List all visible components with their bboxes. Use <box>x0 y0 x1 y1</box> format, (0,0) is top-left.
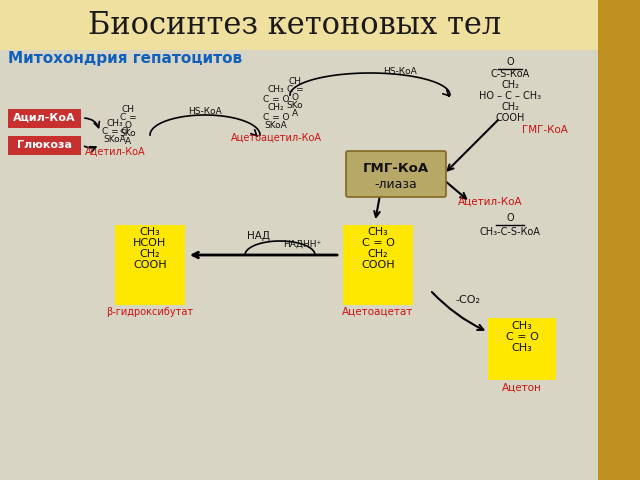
Text: CH₂: CH₂ <box>501 80 519 90</box>
Text: Ацетон: Ацетон <box>502 383 542 393</box>
Text: Ацетоацетат: Ацетоацетат <box>342 307 413 317</box>
Text: CH₃: CH₃ <box>140 227 161 237</box>
Text: ГМГ-КоА: ГМГ-КоА <box>363 163 429 176</box>
Text: C-S-КоА: C-S-КоА <box>490 69 530 79</box>
Text: НАДНН⁺: НАДНН⁺ <box>283 240 321 249</box>
Text: C = O: C = O <box>263 95 289 104</box>
Text: β-гидроксибутат: β-гидроксибутат <box>106 307 193 317</box>
Text: SKo: SKo <box>287 101 303 110</box>
Bar <box>343 225 413 305</box>
Text: Глюкоза: Глюкоза <box>17 140 72 150</box>
Text: COOH: COOH <box>495 113 525 123</box>
Text: HS-КоА: HS-КоА <box>383 68 417 76</box>
Text: CH₃-C-S-КоА: CH₃-C-S-КоА <box>479 227 540 237</box>
Text: C = O: C = O <box>362 238 394 248</box>
Bar <box>8 136 81 155</box>
FancyBboxPatch shape <box>346 151 446 197</box>
Text: CH₃: CH₃ <box>367 227 388 237</box>
Text: CH₂: CH₂ <box>268 104 284 112</box>
Bar <box>8 109 81 128</box>
Text: HO – C – CH₃: HO – C – CH₃ <box>479 91 541 101</box>
Text: SKoA: SKoA <box>104 135 126 144</box>
Text: Ацетил-КоА: Ацетил-КоА <box>84 147 145 157</box>
Text: Ацетоацетил-КоА: Ацетоацетил-КоА <box>230 133 321 143</box>
Text: CH: CH <box>122 106 134 115</box>
Bar <box>0 0 598 50</box>
Text: C = O: C = O <box>263 112 289 121</box>
Text: -CO₂: -CO₂ <box>456 295 481 305</box>
Text: C = O: C = O <box>506 332 538 342</box>
Text: CH₃: CH₃ <box>511 321 532 331</box>
Text: SKo: SKo <box>120 130 136 139</box>
Text: ГМГ-КоА: ГМГ-КоА <box>522 125 568 135</box>
Text: Биосинтез кетоновых тел: Биосинтез кетоновых тел <box>88 10 502 40</box>
Text: A: A <box>292 109 298 119</box>
Bar <box>115 225 185 305</box>
Text: O: O <box>506 57 514 67</box>
Bar <box>488 318 556 380</box>
Text: O: O <box>125 121 131 131</box>
Text: CH₃: CH₃ <box>268 85 284 95</box>
Text: Ацетил-КоА: Ацетил-КоА <box>458 197 522 207</box>
Text: Митохондрия гепатоцитов: Митохондрия гепатоцитов <box>8 50 242 65</box>
Bar <box>598 0 640 480</box>
Text: CH₂: CH₂ <box>368 249 388 259</box>
Text: O: O <box>291 94 298 103</box>
Text: CH₃: CH₃ <box>511 343 532 353</box>
Text: CH₃: CH₃ <box>107 119 124 128</box>
Text: CH₂: CH₂ <box>501 102 519 112</box>
Text: A: A <box>125 137 131 146</box>
Text: Ацил-КоА: Ацил-КоА <box>13 113 76 123</box>
Text: COOH: COOH <box>361 260 395 270</box>
Text: CH: CH <box>289 77 301 86</box>
Text: C =: C = <box>287 85 303 95</box>
Text: COOH: COOH <box>133 260 167 270</box>
Text: O: O <box>506 213 514 223</box>
Text: HS-КоА: HS-КоА <box>188 108 222 117</box>
Text: C = O: C = O <box>102 128 128 136</box>
Text: SKoA: SKoA <box>264 121 287 131</box>
Text: -лиаза: -лиаза <box>374 178 417 191</box>
Text: C =: C = <box>120 113 136 122</box>
Bar <box>0 50 598 480</box>
Text: НАД: НАД <box>246 231 269 241</box>
Text: HCOH: HCOH <box>133 238 166 248</box>
Text: CH₂: CH₂ <box>140 249 160 259</box>
